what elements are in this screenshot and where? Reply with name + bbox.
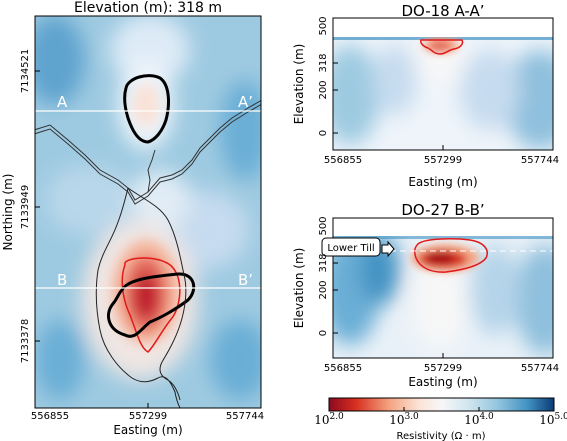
colorbar-tick-label-3: 105.0	[539, 412, 567, 427]
section-b-xlabel: Easting (m)	[408, 375, 477, 389]
map-heatmap	[35, 16, 261, 408]
section-label-b: B	[57, 271, 67, 289]
map-ytick-3: 7133378	[20, 319, 31, 364]
map-xlabel: Easting (m)	[113, 423, 182, 437]
section-a-title: DO-18 A-A’	[401, 2, 484, 20]
section-b-ticks	[332, 217, 554, 358]
colorbar-label: Resistivity (Ω · m)	[397, 431, 486, 441]
colorbar: 102.0 103.0 104.0 105.0 Resistivity (Ω · m)	[314, 397, 567, 441]
section-a-ticks	[332, 17, 554, 150]
section-b-xtick-3: 557744	[521, 363, 559, 374]
lower-till-label: Lower Till	[327, 243, 374, 254]
section-label-a: A	[57, 93, 68, 111]
map-ticks	[34, 70, 262, 408]
map-panel: Elevation (m): 318 m	[1, 0, 264, 437]
map-xtick-2: 557299	[129, 411, 167, 422]
section-b-xtick-2: 557299	[424, 363, 462, 374]
colorbar-tick-label-0: 102.0	[314, 412, 344, 427]
section-b-xtick-1: 556855	[324, 363, 362, 374]
lower-till-annotation: Lower Till	[321, 237, 395, 258]
map-title: Elevation (m): 318 m	[74, 0, 222, 16]
map-creek-line-1	[35, 99, 261, 201]
map-xtick-1: 556855	[31, 411, 69, 422]
map-xtick-3: 557744	[226, 411, 264, 422]
section-a-panel: DO-18 A-A’ 556855 557299 55774	[292, 2, 559, 189]
section-a-xtick-2: 557299	[424, 155, 462, 166]
map-ytick-2: 7133949	[20, 185, 31, 230]
colorbar-ticks: 102.0 103.0 104.0 105.0	[314, 407, 567, 427]
map-lake-outline	[95, 187, 187, 408]
map-red-contour	[121, 257, 181, 353]
section-a-ytick-318: 318	[318, 53, 329, 72]
lower-till-arrow-icon	[381, 240, 395, 258]
section-b-ytick-500: 500	[318, 216, 329, 235]
section-a-ytick-500: 500	[318, 16, 329, 35]
colorbar-tick-label-2: 104.0	[464, 412, 494, 427]
section-b-ytick-200: 200	[318, 280, 329, 299]
colorbar-gradient	[328, 397, 555, 412]
map-stream	[147, 149, 156, 193]
section-b-ytick-318: 318	[318, 253, 329, 272]
map-creek-line-2	[35, 103, 261, 205]
map-ylabel: Northing (m)	[1, 174, 15, 251]
map-anomaly-outline-b	[107, 272, 196, 338]
section-label-b-prime: B’	[238, 271, 253, 289]
section-a-ytick-200: 200	[318, 80, 329, 99]
section-b-title: DO-27 B-B’	[401, 201, 484, 219]
section-a-ylabel: Elevation (m)	[292, 44, 306, 125]
colorbar-tick-label-1: 103.0	[389, 412, 419, 427]
map-ytick-1: 7134521	[20, 49, 31, 94]
section-b-ytick-0: 0	[318, 330, 329, 336]
section-a-xtick-1: 556855	[324, 155, 362, 166]
map-anomaly-outline-a	[123, 74, 170, 144]
section-a-heatmap	[333, 37, 553, 150]
section-a-xlabel: Easting (m)	[408, 175, 477, 189]
section-b-ylabel: Elevation (m)	[292, 248, 306, 329]
section-a-xtick-3: 557744	[521, 155, 559, 166]
section-a-ytick-0: 0	[318, 130, 329, 136]
section-a-red-contour	[420, 39, 464, 55]
section-b-panel: DO-27 B-B’	[292, 201, 559, 389]
section-b-red-contour	[413, 238, 488, 273]
section-label-a-prime: A’	[238, 93, 253, 111]
